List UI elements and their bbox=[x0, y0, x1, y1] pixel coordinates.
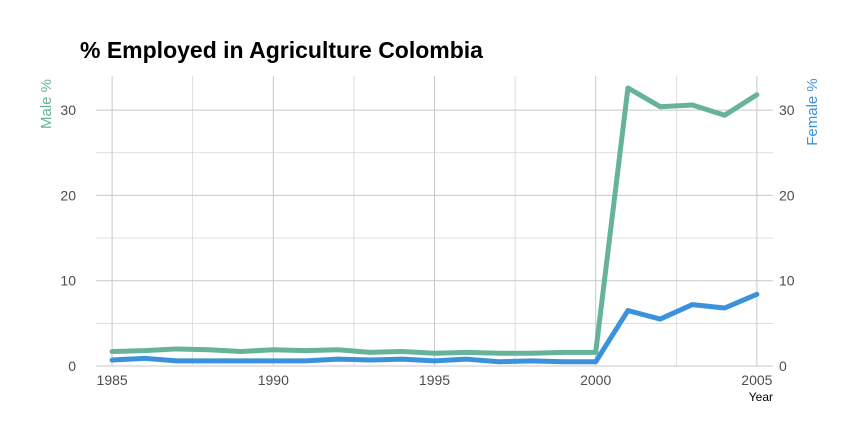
x-axis-title: Year bbox=[749, 390, 773, 404]
y-tick-label-right: 10 bbox=[779, 273, 795, 289]
grid bbox=[96, 76, 773, 367]
chart-title: % Employed in Agriculture Colombia bbox=[80, 37, 483, 63]
x-tick-label: 1985 bbox=[97, 372, 128, 388]
y-tick-label-right: 20 bbox=[779, 187, 795, 203]
x-tick-label: 1995 bbox=[419, 372, 450, 388]
y-tick-label-right: 30 bbox=[779, 102, 795, 118]
x-tick-label: 2000 bbox=[580, 372, 611, 388]
y-tick-label-left: 20 bbox=[60, 187, 76, 203]
y-axis-title-left: Male % bbox=[38, 79, 55, 129]
series-lines bbox=[109, 85, 760, 365]
x-tick-label: 1990 bbox=[258, 372, 289, 388]
series-line-female bbox=[109, 291, 760, 365]
series-line-male bbox=[109, 85, 760, 356]
x-tick-label: 2005 bbox=[741, 372, 772, 388]
y-tick-label-left: 30 bbox=[60, 102, 76, 118]
y-axis-title-right: Female % bbox=[804, 78, 821, 146]
y-tick-label-right: 0 bbox=[779, 358, 787, 374]
y-tick-label-left: 0 bbox=[68, 358, 76, 374]
y-tick-label-left: 10 bbox=[60, 273, 76, 289]
tick-labels: 1985 1990 1995 2000 2005 0 0 10 10 20 20 30 30 bbox=[60, 102, 794, 388]
